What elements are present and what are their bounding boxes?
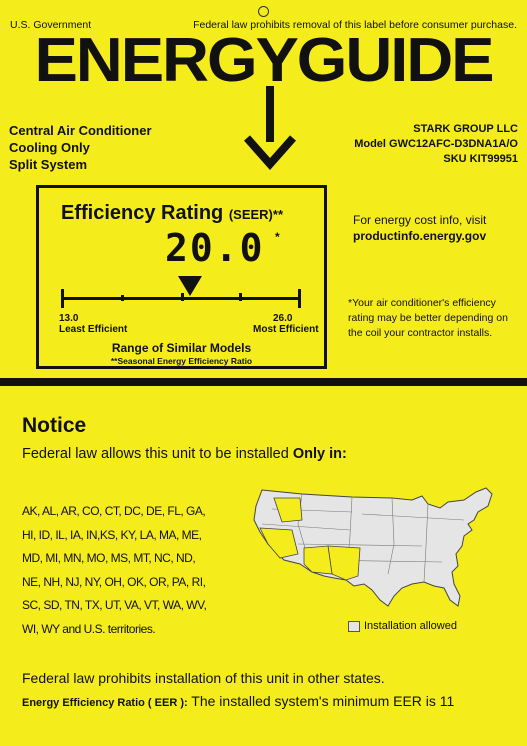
cost-info-text: For energy cost info, visit xyxy=(353,213,487,227)
states-line: SC, SD, TN, TX, UT, VA, VT, WA, WV, xyxy=(22,598,207,613)
manufacturer-info: STARK GROUP LLC Model GWC12AFC-D3DNA1A/O… xyxy=(354,122,518,167)
states-line: MD, MI, MN, MO, MS, MT, NC, ND, xyxy=(22,551,196,566)
sku-number: SKU KIT99951 xyxy=(443,153,518,165)
removal-warning-text: Federal law prohibits removal of this la… xyxy=(193,19,517,31)
eer-label: Energy Efficiency Ratio ( EER ): xyxy=(22,697,188,709)
states-line: HI, ID, IL, IA, IN,KS, KY, LA, MA, ME, xyxy=(22,527,202,542)
section-divider xyxy=(0,378,527,386)
least-efficient-caption: Least Efficient xyxy=(59,324,128,335)
efficiency-rating-box: Efficiency Rating (SEER)** 20.0 * 13.0 L… xyxy=(36,185,327,369)
eer-statement: Energy Efficiency Ratio ( EER ): The ins… xyxy=(22,693,454,709)
model-number: Model GWC12AFC-D3DNA1A/O xyxy=(354,138,518,150)
allowed-states-list: AK, AL, AR, CO, CT, DC, DE, FL, GA, HI, … xyxy=(22,500,242,642)
scale-min-label: 13.0 xyxy=(59,313,79,324)
product-description: Central Air Conditioner Cooling Only Spl… xyxy=(9,122,152,173)
us-government-text: U.S. Government xyxy=(10,19,92,31)
notice-subtitle: Federal law allows this unit to be insta… xyxy=(22,446,347,462)
scale-tick xyxy=(239,293,242,301)
scale-tick xyxy=(181,293,184,301)
energy-cost-info: For energy cost info, visit productinfo.… xyxy=(353,212,486,244)
product-mode: Cooling Only xyxy=(9,140,90,155)
seer-note: **Seasonal Energy Efficiency Ratio xyxy=(110,356,253,366)
down-arrow-icon xyxy=(244,135,296,170)
map-legend: Installation allowed xyxy=(348,620,457,632)
manufacturer-name: STARK GROUP LLC xyxy=(413,123,518,135)
efficiency-footnote: *Your air conditioner's efficiency ratin… xyxy=(348,297,508,339)
legend-label: Installation allowed xyxy=(364,620,457,632)
rating-value-mark: * xyxy=(275,230,280,244)
states-line: NE, NH, NJ, NY, OH, OK, OR, PA, RI, xyxy=(22,574,206,589)
rating-pointer-icon xyxy=(178,276,203,296)
scale-tick-max xyxy=(298,289,301,308)
product-system: Split System xyxy=(9,157,88,172)
most-efficient-caption: Most Efficient xyxy=(253,324,319,335)
installation-prohibition-text: Federal law prohibits installation of th… xyxy=(22,670,385,686)
states-line: AK, AL, AR, CO, CT, DC, DE, FL, GA, xyxy=(22,504,206,518)
rating-title-suffix: (SEER)** xyxy=(228,207,284,222)
scale-max-label: 26.0 xyxy=(273,313,293,324)
cost-info-link[interactable]: productinfo.energy.gov xyxy=(353,229,487,243)
scale-tick xyxy=(121,295,124,301)
eer-text: The installed system's minimum EER is 11 xyxy=(187,693,455,709)
rating-title-text: Efficiency Rating xyxy=(61,202,224,224)
page-title: ENERGYGUIDE xyxy=(34,26,494,95)
notice-title: Notice xyxy=(22,414,87,437)
notice-subtitle-text: Federal law allows this unit to be insta… xyxy=(22,446,293,462)
legend-swatch xyxy=(348,620,360,632)
range-label: Range of Similar Models xyxy=(111,341,252,355)
hanging-hole-icon xyxy=(258,6,269,17)
us-map-icon xyxy=(253,487,493,607)
product-type: Central Air Conditioner xyxy=(9,123,152,138)
scale-tick-min xyxy=(61,289,64,308)
rating-value: 20.0 xyxy=(165,226,265,270)
states-line: WI, WY and U.S. territories. xyxy=(22,621,156,636)
arrow-shaft xyxy=(266,86,274,142)
notice-subtitle-bold: Only in: xyxy=(292,446,347,462)
rating-title: Efficiency Rating (SEER)** xyxy=(61,202,283,225)
